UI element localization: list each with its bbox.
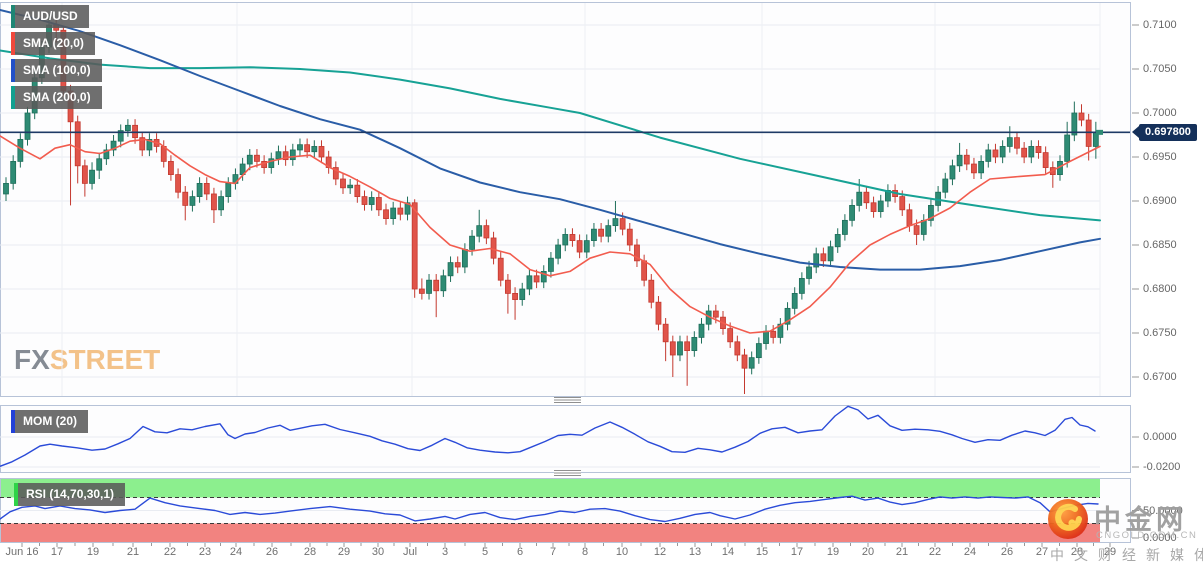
date-axis-label: 12 [653, 546, 667, 558]
legend-mom[interactable]: MOM (20) [11, 410, 88, 433]
fxstreet-watermark: FXSTREET [14, 344, 160, 376]
date-axis-label: 8 [581, 546, 589, 558]
legend-rsi[interactable]: RSI (14,70,30,1) [14, 483, 126, 506]
date-axis-label: 22 [928, 546, 942, 558]
date-axis-label: 7 [549, 546, 557, 558]
rsi-panel[interactable] [0, 478, 1131, 543]
fxstreet-street-text: STREET [49, 344, 161, 375]
current-price-tag: 0.697800 [1139, 123, 1197, 141]
mom-axis-label: -0.0200 [1143, 461, 1181, 473]
sma200-label: SMA (200,0) [23, 90, 91, 104]
date-axis-label: 14 [721, 546, 735, 558]
fxstreet-fx-text: FX [14, 344, 50, 375]
sma20-label: SMA (20,0) [23, 36, 84, 50]
date-axis-label: 30 [371, 546, 385, 558]
date-axis-label: 28 [1070, 546, 1084, 558]
price-axis-label: 0.6900 [1143, 195, 1177, 207]
symbol-label: AUD/USD [23, 9, 78, 23]
date-axis-label: 17 [790, 546, 804, 558]
legend-sma200[interactable]: SMA (200,0) [11, 86, 102, 109]
date-axis-label: Jun 16 [5, 546, 39, 558]
date-axis-label: 29 [1103, 546, 1117, 558]
price-tag-arrow [1132, 126, 1139, 139]
rsi-label: RSI (14,70,30,1) [26, 487, 115, 501]
date-axis-label: 6 [516, 546, 524, 558]
date-axis-label: 29 [337, 546, 351, 558]
cngold-logo-domain: CNGOLD.COM.CN [1096, 530, 1198, 541]
date-axis-label: 21 [895, 546, 909, 558]
price-axis-label: 0.6750 [1143, 327, 1177, 339]
panel-resize-handle[interactable] [554, 397, 581, 404]
date-axis-label: 15 [755, 546, 769, 558]
sma100-label: SMA (100,0) [23, 63, 91, 77]
cngold-logo-slogan: 中文财经新媒体 [1050, 547, 1203, 563]
date-axis-label: 13 [688, 546, 702, 558]
legend-symbol[interactable]: AUD/USD [11, 5, 89, 28]
panel-resize-handle[interactable] [554, 470, 581, 477]
cngold-logo-icon [1048, 499, 1088, 539]
date-axis-label: 24 [229, 546, 243, 558]
date-axis-label: 27 [1035, 546, 1049, 558]
date-axis-label: 21 [126, 546, 140, 558]
legend-sma20[interactable]: SMA (20,0) [11, 32, 95, 55]
legend-sma100[interactable]: SMA (100,0) [11, 59, 102, 82]
rsi-axis-label: 0.0000 [1143, 532, 1177, 544]
date-axis-label: 24 [963, 546, 977, 558]
date-axis-label: 19 [826, 546, 840, 558]
mom-label: MOM (20) [23, 414, 77, 428]
date-axis-label: 28 [303, 546, 317, 558]
date-axis-label: 23 [198, 546, 212, 558]
mom-axis-label: 0.0000 [1143, 431, 1177, 443]
date-axis-label: 26 [1000, 546, 1014, 558]
price-axis-label: 0.7050 [1143, 63, 1177, 75]
momentum-panel[interactable] [0, 405, 1131, 473]
price-axis-label: 0.7100 [1143, 19, 1177, 31]
rsi-axis-label: 50.0000 [1143, 504, 1183, 517]
main-price-panel[interactable] [0, 2, 1131, 397]
price-axis-label: 0.7000 [1143, 107, 1177, 119]
date-axis-label: 19 [86, 546, 100, 558]
date-axis-label: 26 [265, 546, 279, 558]
price-axis-label: 0.6950 [1143, 151, 1177, 163]
date-axis-label: 20 [861, 546, 875, 558]
date-axis-label: 3 [441, 546, 449, 558]
date-axis-label: Jul [402, 546, 418, 558]
price-axis-label: 0.6700 [1143, 371, 1177, 383]
date-axis-label: 10 [615, 546, 629, 558]
date-axis-label: 22 [163, 546, 177, 558]
price-axis-label: 0.6850 [1143, 239, 1177, 251]
date-axis-label: 17 [50, 546, 64, 558]
price-axis-label: 0.6800 [1143, 283, 1177, 295]
date-axis-label: 5 [481, 546, 489, 558]
